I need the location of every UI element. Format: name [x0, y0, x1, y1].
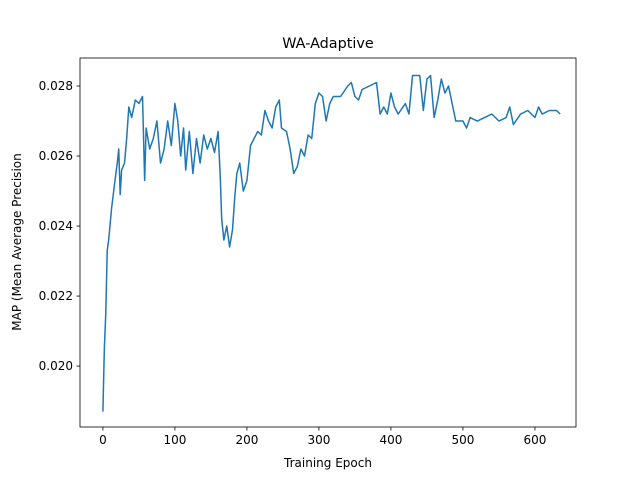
x-tick-label: 300: [307, 433, 330, 447]
x-axis-label: Training Epoch: [283, 456, 372, 470]
x-tick-label: 200: [235, 433, 258, 447]
y-tick-label: 0.020: [39, 359, 73, 373]
x-tick-label: 600: [524, 433, 547, 447]
y-tick-label: 0.028: [39, 79, 73, 93]
plot-frame: [79, 57, 577, 428]
y-tick-label: 0.022: [39, 289, 73, 303]
x-tick-label: 400: [379, 433, 402, 447]
y-axis-label: MAP (Mean Average Precision: [10, 153, 24, 330]
data-line: [102, 74, 561, 412]
x-tick-label: 500: [451, 433, 474, 447]
chart-title: WA-Adaptive: [282, 36, 374, 52]
x-tick-label: 100: [163, 433, 186, 447]
y-tick-label: 0.026: [39, 149, 73, 163]
x-tick-label: 0: [99, 433, 107, 447]
y-tick-label: 0.024: [39, 219, 73, 233]
